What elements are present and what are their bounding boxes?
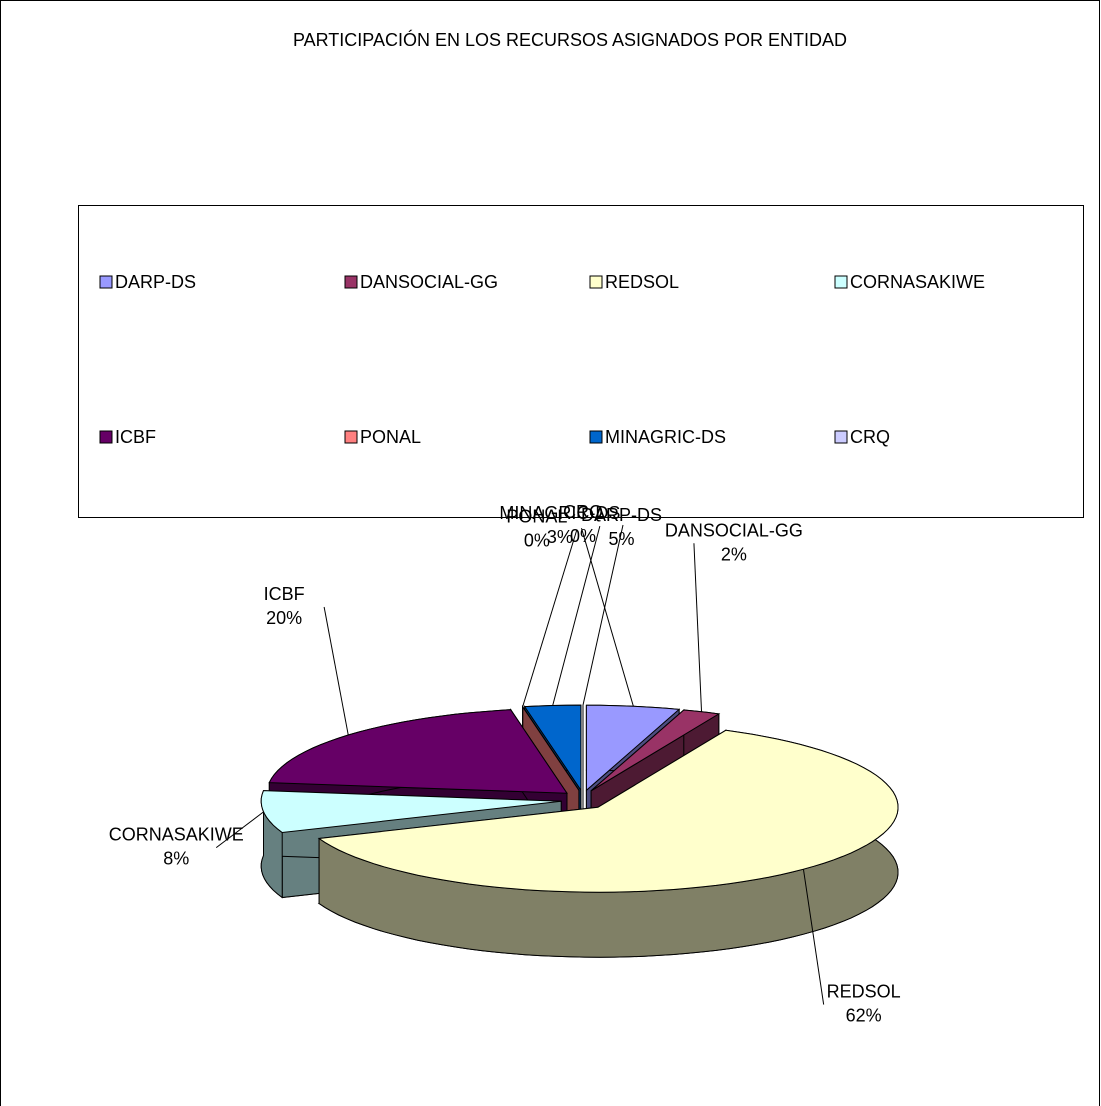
slice-label-name: CORNASAKIWE [109,825,244,845]
slice-label-name: MINAGRIC-DS [499,503,620,523]
slice-label-value: 2% [721,544,747,564]
legend-label: REDSOL [605,272,679,292]
pie-slice [317,729,899,958]
legend-label: DANSOCIAL-GG [360,272,498,292]
legend-label: MINAGRIC-DS [605,427,726,447]
slice-top [260,790,562,834]
slice-label-name: PONAL [506,507,567,527]
legend-swatch [99,430,113,444]
slice-label-value: 62% [846,1006,882,1026]
slice-label-value: 8% [163,849,189,869]
leader-line [552,526,601,706]
leader-line [582,524,624,706]
slice-top [585,704,681,792]
legend-box [78,205,1084,518]
legend-label: DARP-DS [115,272,196,292]
leader-line [581,528,634,707]
legend-swatch [99,275,113,289]
slice-label-value: 0% [570,526,596,546]
slice-label-name: REDSOL [827,982,901,1002]
legend-label: CRQ [850,427,890,447]
slice-label-value: 5% [608,529,634,549]
leader-line [693,543,703,712]
legend-swatch [589,430,603,444]
chart-title: PARTICIPACIÓN EN LOS RECURSOS ASIGNADOS … [293,29,847,50]
legend-swatch [834,275,848,289]
slice-label-value: 0% [524,531,550,551]
slice-label-name: DARP-DS [581,505,662,525]
leader-line [802,869,825,1005]
slice-label-name: ICBF [264,584,305,604]
legend-swatch [834,430,848,444]
legend-label: ICBF [115,427,156,447]
legend-label: CORNASAKIWE [850,272,985,292]
leader-line [215,811,264,848]
legend-swatch [344,275,358,289]
slice-label-name: CRQ [563,502,603,522]
legend-swatch [344,430,358,444]
slice-label-value: 3% [547,527,573,547]
leader-line [522,529,578,707]
leader-line [323,606,349,736]
slice-label-value: 20% [266,608,302,628]
legend-swatch [589,275,603,289]
slice-label-name: DANSOCIAL-GG [665,520,803,540]
legend-label: PONAL [360,427,421,447]
slice-top [522,706,580,791]
